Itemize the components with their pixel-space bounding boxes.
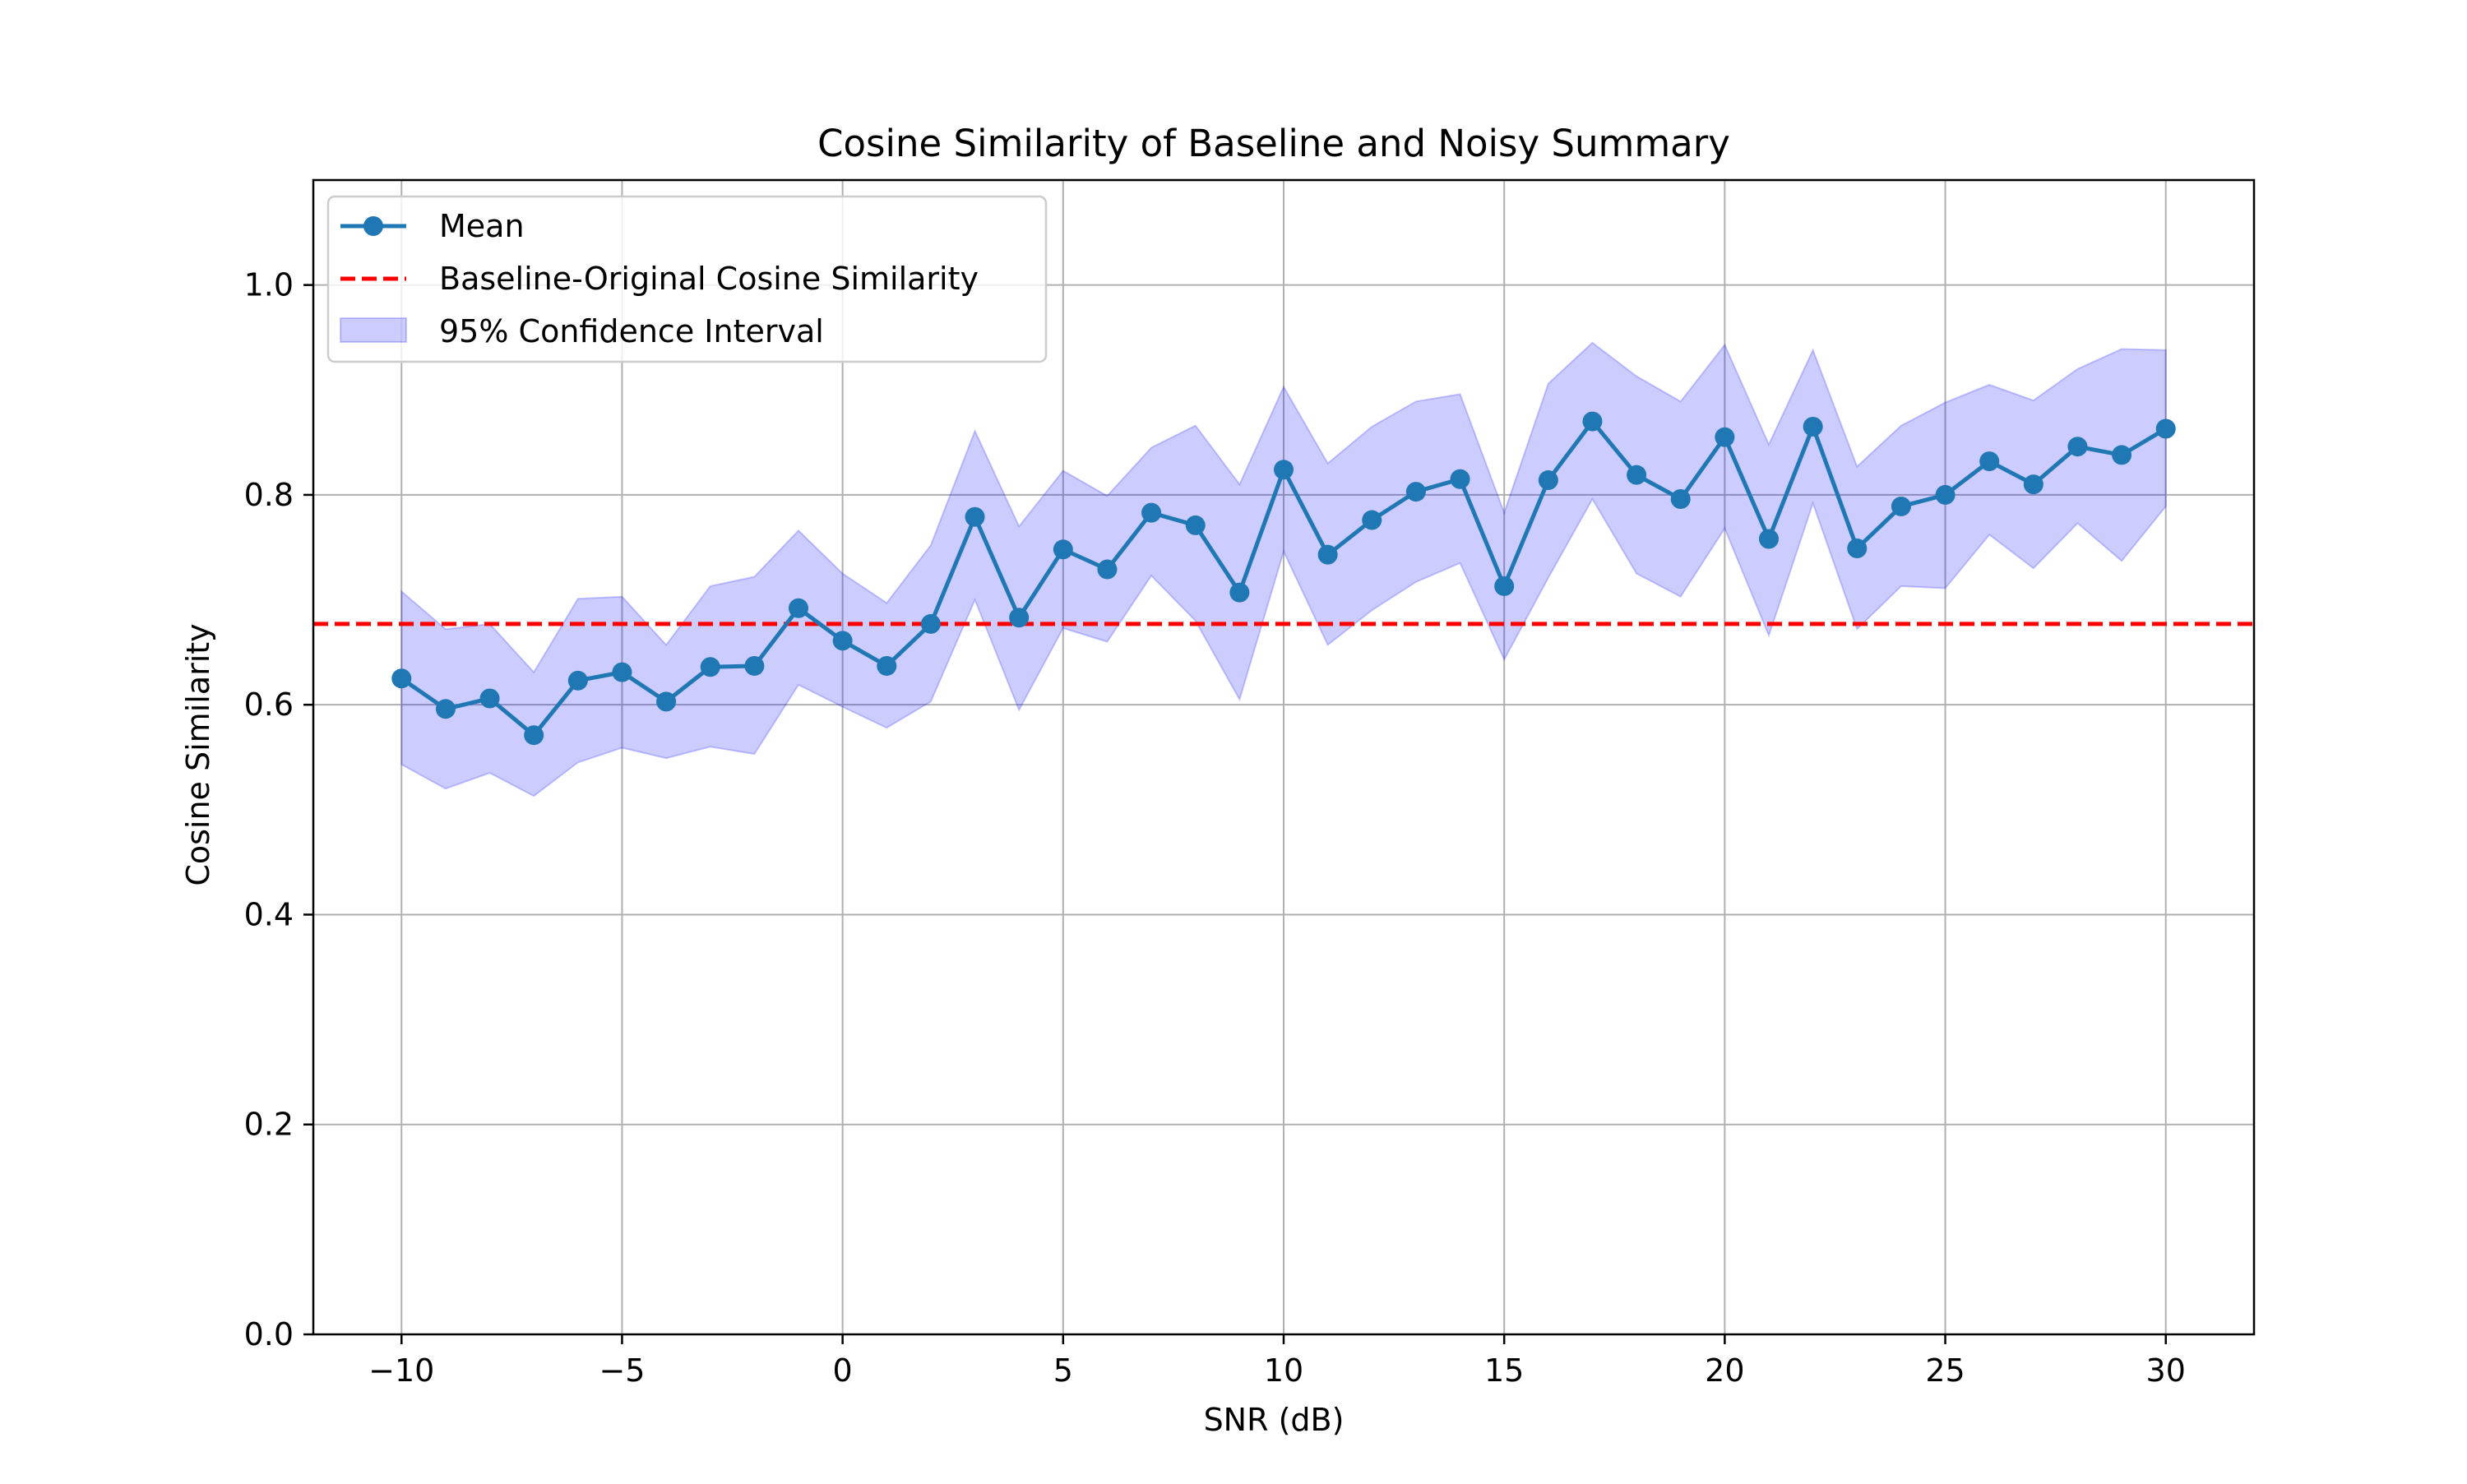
mean-point [1494,576,1515,596]
legend-label-baseline: Baseline-Original Cosine Similarity [439,261,979,297]
mean-point [1362,510,1382,530]
mean-point [700,657,720,677]
mean-point [1185,515,1206,535]
x-tick-label: −5 [599,1352,645,1389]
x-tick-label: 10 [1264,1352,1303,1389]
y-tick-label: 0.2 [244,1107,294,1143]
mean-point [1582,411,1603,432]
mean-point [1274,460,1294,480]
mean-point [1097,559,1118,580]
x-axis-ticks: −10 −5 0 5 10 15 20 25 30 [368,1334,2186,1389]
x-tick-label: 15 [1484,1352,1524,1389]
legend-mean-marker [363,216,383,236]
mean-point [744,655,765,676]
mean-point [1009,608,1030,628]
y-axis-ticks: 0.0 0.2 0.4 0.6 0.8 1.0 [244,267,313,1352]
mean-point [479,688,500,709]
mean-point [656,691,677,712]
legend-label-ci: 95% Confidence Interval [439,313,824,349]
mean-point [789,598,808,618]
mean-point [567,670,588,691]
legend: Mean Baseline-Original Cosine Similarity… [326,195,1048,363]
x-tick-label: 25 [1925,1352,1965,1389]
mean-point [1141,502,1162,523]
mean-point [391,668,412,689]
y-tick-label: 1.0 [244,267,294,303]
mean-point [1405,482,1426,502]
mean-series-layer [391,411,2176,746]
x-tick-label: 30 [2146,1352,2186,1389]
mean-point [2112,445,2132,465]
x-tick-label: 5 [1053,1352,1073,1389]
mean-point [612,662,632,682]
y-axis-title: Cosine Similarity [180,623,216,885]
mean-point [1715,427,1735,447]
y-tick-label: 0.4 [244,896,294,932]
mean-point [1538,470,1558,491]
mean-point [1627,465,1647,485]
mean-point [1670,489,1691,510]
y-tick-label: 0.8 [244,477,294,513]
x-axis-title: SNR (dB) [1204,1402,1345,1438]
x-tick-label: −10 [368,1352,434,1389]
legend-label-mean: Mean [439,208,525,244]
mean-point [832,631,853,651]
legend-box [326,195,1048,363]
x-tick-label: 20 [1705,1352,1744,1389]
mean-point [1847,539,1868,559]
mean-point [1891,496,1911,516]
mean-point [877,655,897,676]
mean-point [920,613,941,634]
mean-point [1979,451,2000,472]
mean-point [524,725,544,746]
mean-point [1317,544,1338,565]
chart-title: Cosine Similarity of Baseline and Noisy … [817,122,1730,165]
mean-point [1803,416,1823,437]
mean-point [1450,469,1470,489]
mean-point [965,506,985,527]
mean-point [2067,437,2088,457]
mean-point [435,699,456,719]
mean-point [1053,539,1073,560]
confidence-band-layer [400,341,2167,797]
x-tick-label: 0 [833,1352,853,1389]
y-tick-label: 0.0 [244,1316,294,1352]
legend-ci-swatch [340,317,407,343]
mean-point [1759,529,1779,549]
mean-point [2023,474,2043,495]
confidence-interval-band [400,341,2167,797]
mean-point [2155,418,2176,439]
mean-point [1229,582,1250,603]
y-tick-label: 0.6 [244,687,294,723]
mean-point [1935,484,1956,505]
